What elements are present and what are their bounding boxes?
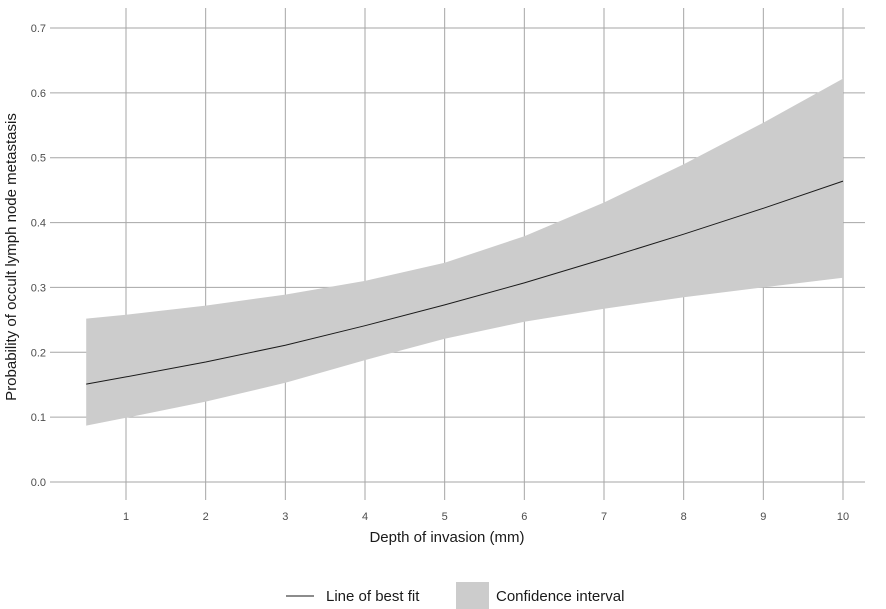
x-tick-label: 2 <box>203 511 209 523</box>
legend-band-swatch <box>456 582 489 609</box>
y-tick-label: 0.2 <box>31 347 46 359</box>
y-tick-label: 0.5 <box>31 153 46 165</box>
x-tick-label: 1 <box>123 511 129 523</box>
x-tick-label: 4 <box>362 511 368 523</box>
y-tick-label: 0.7 <box>31 23 46 35</box>
y-tick-label: 0.3 <box>31 282 46 294</box>
legend-label-confidence: Confidence interval <box>496 588 624 605</box>
x-tick-label: 9 <box>760 511 766 523</box>
legend-label-best-fit: Line of best fit <box>326 588 420 605</box>
best-fit-line <box>86 180 844 385</box>
x-tick-labels: 1 2 3 4 5 6 7 8 9 10 <box>123 511 849 523</box>
y-tick-label: 0.1 <box>31 412 46 424</box>
x-axis-title: Depth of invasion (mm) <box>369 529 524 546</box>
x-tick-label: 8 <box>681 511 687 523</box>
x-tick-label: 7 <box>601 511 607 523</box>
confidence-band <box>86 78 843 426</box>
x-tick-label: 3 <box>282 511 288 523</box>
y-tick-labels: 0.0 0.1 0.2 0.3 0.4 0.5 0.6 0.7 <box>31 23 46 489</box>
y-axis-title: Probability of occult lymph node metasta… <box>3 113 20 401</box>
y-tick-label: 0.4 <box>31 218 46 230</box>
x-tick-label: 10 <box>837 511 849 523</box>
legend: Line of best fit Confidence interval <box>286 582 624 609</box>
y-tick-label: 0.0 <box>31 477 46 489</box>
y-tick-label: 0.6 <box>31 88 46 100</box>
line-of-best-fit <box>86 180 844 385</box>
x-tick-label: 5 <box>442 511 448 523</box>
confidence-interval-band <box>86 78 843 426</box>
x-tick-label: 6 <box>521 511 527 523</box>
